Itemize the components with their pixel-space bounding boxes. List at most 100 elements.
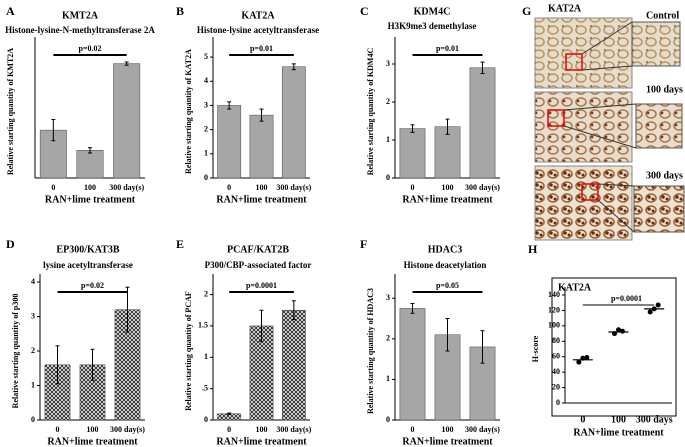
x-axis-label: RAN+lime treatment xyxy=(45,194,136,205)
x-tick-label: 0 xyxy=(51,183,55,192)
y-tick-label: 3 xyxy=(204,100,208,109)
x-tick-label: 300 day(s) xyxy=(109,183,144,192)
data-point xyxy=(620,328,625,334)
zoom-line xyxy=(563,103,637,111)
bar xyxy=(39,129,67,179)
chart-title: EP300/KAT3B xyxy=(56,244,119,255)
x-tick-label: 0 xyxy=(227,183,231,192)
zoom xyxy=(631,21,681,67)
y-tick-label: 2 xyxy=(204,124,208,133)
p-value: p=0.02 xyxy=(78,44,101,53)
bar xyxy=(399,128,426,179)
x-tick-label: 0 xyxy=(56,425,60,434)
roi xyxy=(547,109,565,127)
p-value: p=0.0001 xyxy=(611,294,642,303)
x-tick-label: 300 day(s) xyxy=(110,425,145,434)
p-value: p=0.05 xyxy=(436,281,459,290)
x-tick-label: 100 xyxy=(442,425,454,434)
data-point xyxy=(647,309,653,315)
chart-title: HDAC3 xyxy=(428,244,462,255)
y-tick-label: 1 xyxy=(204,352,208,361)
roi xyxy=(581,183,599,201)
bar xyxy=(281,66,306,179)
micrograph xyxy=(534,91,633,163)
p-value: p=0.02 xyxy=(81,281,104,290)
chart-subtitle: P300/CBP-associated factor xyxy=(205,260,312,270)
x-tick-label: 100 xyxy=(84,183,96,192)
y-tick-label: 1 xyxy=(204,149,208,158)
x-axis-label: RAN+lime treatment xyxy=(402,194,493,205)
x-tick-label: 0 xyxy=(227,425,231,434)
y-tick-label: 3 xyxy=(31,311,35,320)
y-tick-label: 1.5 xyxy=(198,321,208,330)
zoom-line xyxy=(563,125,637,149)
panel-label: A xyxy=(6,4,15,18)
x-tick-label: 100 xyxy=(611,414,626,425)
y-tick-label: 40 xyxy=(552,367,560,376)
chart-subtitle: lysine acetyltransferase xyxy=(43,260,133,270)
y-tick-label: 3 xyxy=(386,59,390,68)
bar xyxy=(79,364,106,421)
y-tick-label: 20 xyxy=(552,382,560,391)
data-point xyxy=(584,354,590,360)
chart-subtitle: H3K9me3 demethylase xyxy=(388,21,477,31)
y-tick-label: 1 xyxy=(386,135,390,144)
x-axis-label: RAN+lime treatment xyxy=(402,436,493,447)
x-tick-label: 100 xyxy=(87,425,99,434)
chart-title: PCAF/KAT2B xyxy=(227,244,289,255)
zoom-line xyxy=(581,21,633,55)
chart-title: KMT2A xyxy=(62,10,99,21)
chart-title: KDM4C xyxy=(414,6,451,17)
y-tick-label: 100 xyxy=(548,321,560,330)
x-tick-label: 300 days xyxy=(636,414,673,425)
x-axis-label: RAN+lime treatment xyxy=(573,427,664,438)
x-tick-label: 0 xyxy=(580,414,585,425)
panel-label: D xyxy=(6,237,15,251)
bar xyxy=(469,67,496,179)
panel-label: C xyxy=(360,4,369,18)
x-tick-label: 0 xyxy=(411,425,415,434)
y-axis-label: Relative starting quantity of KAT2A xyxy=(184,49,193,174)
y-tick-label: 0 xyxy=(386,173,390,182)
y-tick-label: 0 xyxy=(386,415,390,424)
bar xyxy=(399,308,426,421)
panel-label: E xyxy=(176,237,184,251)
image-caption: 300 days xyxy=(646,170,683,181)
x-axis-label: RAN+lime treatment xyxy=(47,436,138,447)
y-tick-label: 1 xyxy=(31,380,35,389)
bar xyxy=(76,150,104,179)
panel-label: G xyxy=(522,4,531,18)
y-tick-label: 4 xyxy=(31,277,35,286)
chart-subtitle: Histone-lysine acetyltransferase xyxy=(197,25,319,35)
zoom xyxy=(635,103,683,149)
x-tick-label: 100 xyxy=(256,425,268,434)
y-axis-label: Relative starting quantity of HDAC3 xyxy=(366,288,375,414)
micrograph xyxy=(534,165,633,241)
x-tick-label: 0 xyxy=(411,183,415,192)
data-point xyxy=(616,327,621,333)
y-tick-label: 5 xyxy=(204,52,208,61)
x-tick-label: 300 day(s) xyxy=(465,425,500,434)
y-tick-label: 0 xyxy=(556,398,560,407)
bar xyxy=(249,114,274,179)
p-value: p=0.01 xyxy=(436,44,459,53)
y-tick-label: 2 xyxy=(386,97,390,106)
chart-title: KAT2A xyxy=(558,282,592,293)
image-caption: 100 days xyxy=(646,84,683,95)
y-tick-label: 120 xyxy=(548,305,560,314)
zoom-line xyxy=(597,183,635,187)
p-value: p=0.01 xyxy=(250,44,273,53)
x-tick-label: 300 day(s) xyxy=(276,425,311,434)
x-tick-label: 100 xyxy=(442,183,454,192)
y-tick-label: 140 xyxy=(548,290,560,299)
bar xyxy=(113,63,141,179)
chart-subtitle: Histone deacetylation xyxy=(404,260,487,270)
y-tick-label: 80 xyxy=(552,336,560,345)
p-value: p=0.0001 xyxy=(246,281,277,290)
panel-label: F xyxy=(360,237,367,251)
plot-frame xyxy=(551,277,677,417)
y-tick-label: 3 xyxy=(386,293,390,302)
x-axis-label: RAN+lime treatment xyxy=(216,436,307,447)
y-tick-label: 1 xyxy=(386,374,390,383)
micrographs xyxy=(534,17,685,241)
